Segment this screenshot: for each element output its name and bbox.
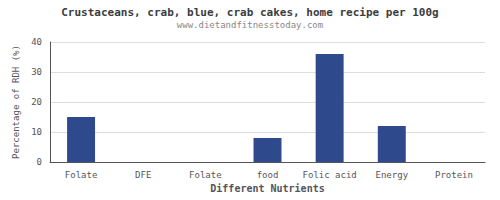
svg-text:Folate: Folate bbox=[65, 170, 98, 180]
svg-text:0: 0 bbox=[37, 157, 42, 167]
svg-text:40: 40 bbox=[31, 37, 42, 47]
svg-text:DFE: DFE bbox=[135, 170, 151, 180]
svg-text:food: food bbox=[257, 170, 279, 180]
svg-text:Different Nutrients: Different Nutrients bbox=[210, 183, 324, 194]
svg-text:10: 10 bbox=[31, 127, 42, 137]
svg-text:30: 30 bbox=[31, 67, 42, 77]
svg-text:Crustaceans, crab, blue, crab: Crustaceans, crab, blue, crab cakes, hom… bbox=[61, 6, 439, 19]
svg-text:Folic acid: Folic acid bbox=[303, 170, 357, 180]
svg-text:www.dietandfitnesstoday.com: www.dietandfitnesstoday.com bbox=[177, 20, 323, 30]
svg-text:Protein: Protein bbox=[435, 170, 473, 180]
svg-text:Energy: Energy bbox=[376, 170, 409, 180]
svg-text:Folate: Folate bbox=[189, 170, 222, 180]
svg-text:20: 20 bbox=[31, 97, 42, 107]
svg-text:Percentage of RDH (%): Percentage of RDH (%) bbox=[11, 45, 21, 159]
